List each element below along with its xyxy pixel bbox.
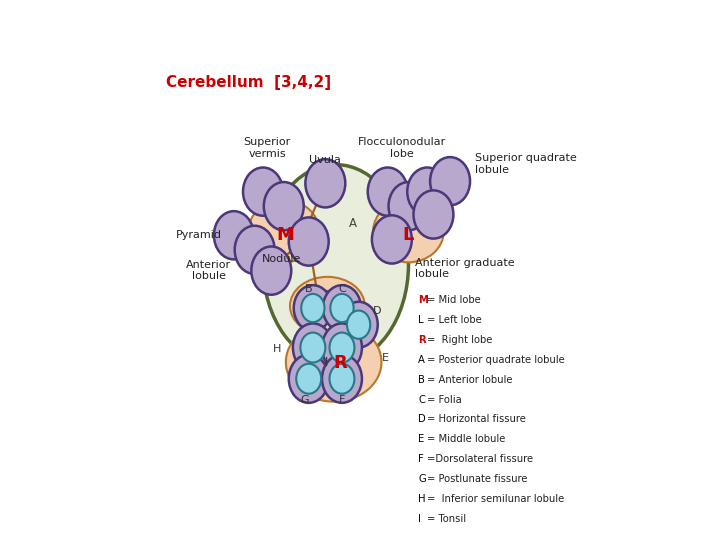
Text: Pyramid: Pyramid bbox=[176, 230, 222, 240]
Text: = Anterior lobule: = Anterior lobule bbox=[427, 375, 513, 384]
Text: =  Right lobe: = Right lobe bbox=[427, 335, 492, 345]
Ellipse shape bbox=[293, 323, 333, 372]
Text: = Posterior quadrate lobule: = Posterior quadrate lobule bbox=[427, 355, 565, 365]
Ellipse shape bbox=[389, 182, 428, 230]
Ellipse shape bbox=[413, 191, 454, 239]
Text: M: M bbox=[276, 226, 294, 244]
Text: R: R bbox=[333, 354, 347, 372]
Text: = Left lobe: = Left lobe bbox=[427, 315, 482, 325]
Ellipse shape bbox=[251, 246, 292, 295]
Text: G: G bbox=[418, 474, 426, 484]
Text: =Dorsolateral fissure: =Dorsolateral fissure bbox=[427, 454, 534, 464]
Ellipse shape bbox=[372, 215, 412, 264]
Ellipse shape bbox=[294, 285, 332, 331]
Text: I: I bbox=[418, 514, 421, 524]
Ellipse shape bbox=[290, 277, 365, 335]
Ellipse shape bbox=[408, 167, 447, 216]
Ellipse shape bbox=[300, 333, 325, 362]
Text: Nodule: Nodule bbox=[262, 254, 302, 265]
Text: I: I bbox=[325, 356, 328, 369]
Text: Cerebellum  [3,4,2]: Cerebellum [3,4,2] bbox=[166, 75, 331, 90]
Text: = Postlunate fissure: = Postlunate fissure bbox=[427, 474, 528, 484]
Text: Anterior graduate
lobule: Anterior graduate lobule bbox=[415, 258, 514, 279]
Text: E: E bbox=[382, 353, 389, 363]
Ellipse shape bbox=[289, 355, 328, 403]
Text: B: B bbox=[418, 375, 425, 384]
Ellipse shape bbox=[347, 310, 370, 339]
Ellipse shape bbox=[263, 165, 408, 364]
Text: B: B bbox=[305, 284, 312, 294]
Ellipse shape bbox=[330, 364, 354, 394]
Text: Uvula: Uvula bbox=[310, 156, 341, 165]
Text: = Mid lobe: = Mid lobe bbox=[427, 295, 481, 305]
Text: = Horizontal fissure: = Horizontal fissure bbox=[427, 415, 526, 424]
Text: C: C bbox=[338, 284, 346, 294]
Text: = Tonsil: = Tonsil bbox=[427, 514, 467, 524]
Text: R: R bbox=[418, 335, 426, 345]
Ellipse shape bbox=[339, 302, 378, 348]
Text: F: F bbox=[339, 395, 345, 406]
Text: = Folia: = Folia bbox=[427, 395, 462, 404]
Text: F: F bbox=[418, 454, 424, 464]
Text: Superior quadrate
lobule: Superior quadrate lobule bbox=[475, 153, 577, 174]
Ellipse shape bbox=[373, 200, 444, 262]
Ellipse shape bbox=[296, 364, 321, 394]
Ellipse shape bbox=[323, 285, 361, 331]
Text: D: D bbox=[418, 415, 426, 424]
Text: L: L bbox=[402, 226, 414, 244]
Text: C: C bbox=[418, 395, 425, 404]
Ellipse shape bbox=[330, 333, 354, 362]
Ellipse shape bbox=[248, 200, 319, 262]
Text: H: H bbox=[418, 494, 426, 504]
Ellipse shape bbox=[289, 218, 328, 266]
Ellipse shape bbox=[430, 157, 470, 205]
Text: E: E bbox=[418, 435, 424, 444]
Text: M: M bbox=[418, 295, 428, 305]
Ellipse shape bbox=[235, 226, 274, 274]
Text: Anterior
lobule: Anterior lobule bbox=[186, 260, 231, 281]
Text: A: A bbox=[349, 217, 357, 230]
Ellipse shape bbox=[322, 355, 362, 403]
Ellipse shape bbox=[264, 182, 304, 230]
Ellipse shape bbox=[322, 323, 362, 372]
Text: L: L bbox=[418, 315, 423, 325]
Text: Flocculonodular
lobe: Flocculonodular lobe bbox=[358, 137, 446, 159]
Text: =  Inferior semilunar lobule: = Inferior semilunar lobule bbox=[427, 494, 564, 504]
Text: = Middle lobule: = Middle lobule bbox=[427, 435, 505, 444]
Ellipse shape bbox=[330, 294, 354, 322]
Ellipse shape bbox=[305, 159, 346, 207]
Text: Superior
vermis: Superior vermis bbox=[243, 137, 291, 159]
Ellipse shape bbox=[301, 294, 325, 322]
Text: H: H bbox=[272, 344, 281, 354]
Text: A: A bbox=[418, 355, 425, 365]
Ellipse shape bbox=[243, 167, 283, 216]
Text: D: D bbox=[373, 306, 382, 316]
Ellipse shape bbox=[368, 167, 408, 216]
Text: G: G bbox=[300, 395, 309, 406]
Ellipse shape bbox=[214, 211, 254, 259]
Ellipse shape bbox=[286, 322, 382, 402]
